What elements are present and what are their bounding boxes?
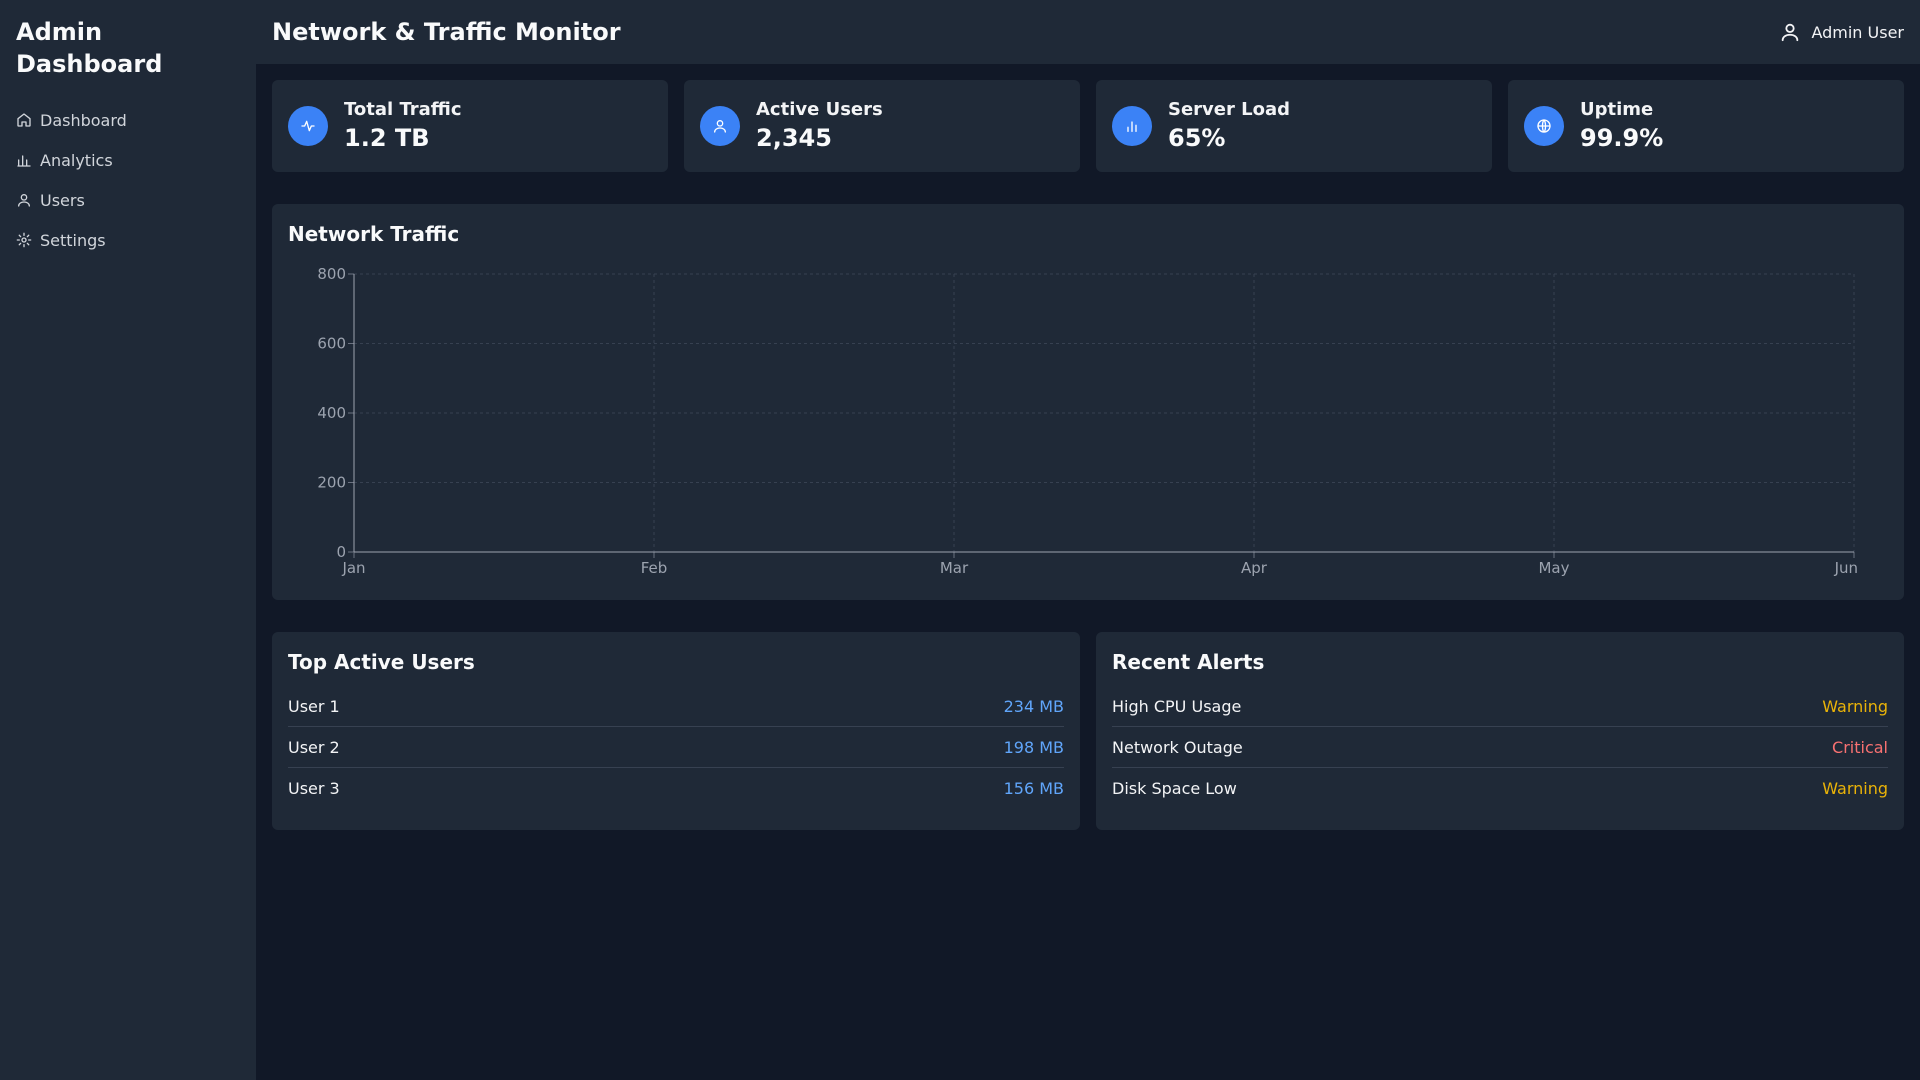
- gear-icon: [16, 232, 32, 248]
- user-icon: [18, 194, 30, 207]
- y-tick-label: 200: [317, 474, 346, 492]
- top-users-title: Top Active Users: [288, 650, 475, 674]
- list-item: User 2 198 MB: [288, 727, 1064, 768]
- sidebar-item-label: Settings: [40, 230, 106, 250]
- x-tick-label: Mar: [940, 559, 969, 577]
- list-item: Network Outage Critical: [1112, 727, 1888, 768]
- sidebar-item-users[interactable]: Users: [16, 180, 240, 220]
- activity-icon: [288, 106, 328, 146]
- y-tick-label: 400: [317, 404, 346, 422]
- sidebar-item-label: Users: [40, 190, 85, 210]
- sidebar-item-dashboard[interactable]: Dashboard: [16, 100, 240, 140]
- bar-chart-icon: [1112, 106, 1152, 146]
- list-item: Disk Space Low Warning: [1112, 768, 1888, 809]
- alert-level: Warning: [1822, 779, 1888, 798]
- stat-label: Total Traffic: [344, 99, 462, 120]
- user-name: User 3: [288, 779, 340, 798]
- user-name: Admin User: [1811, 22, 1904, 42]
- x-tick-label: Jun: [1834, 559, 1858, 577]
- user-name: User 1: [288, 696, 340, 716]
- user-icon: [700, 106, 740, 146]
- globe-icon: [1524, 106, 1564, 146]
- stat-value: 1.2 TB: [344, 124, 430, 152]
- list-item: User 3 156 MB: [288, 768, 1064, 809]
- y-tick-label: 600: [317, 335, 346, 353]
- alert-level: Warning: [1822, 696, 1888, 716]
- sidebar: Admin Dashboard Dashboard Analytics User…: [0, 0, 256, 1080]
- usage-value: 198 MB: [1003, 737, 1064, 757]
- top-bar: Network & Traffic Monitor Admin User: [256, 0, 1920, 64]
- stat-card-uptime: Uptime 99.9%: [1508, 80, 1904, 172]
- stat-label: Uptime: [1580, 99, 1654, 120]
- sidebar-item-analytics[interactable]: Analytics: [16, 140, 240, 180]
- stat-value: 65%: [1168, 124, 1226, 152]
- top-users-list: User 1 234 MB User 2 198 MB User 3 156 M…: [288, 686, 1064, 809]
- top-users-card: Top Active Users User 1 234 MB User 2 19…: [272, 632, 1080, 830]
- user-name: User 2: [288, 737, 340, 757]
- x-tick-label: Jan: [341, 559, 365, 577]
- usage-value: 234 MB: [1003, 696, 1064, 716]
- stat-card-server-load: Server Load 65%: [1096, 80, 1492, 172]
- stats-row: Total Traffic 1.2 TB Active Users 2,345 …: [272, 80, 1904, 172]
- y-tick-label: 800: [317, 265, 346, 283]
- stat-card-active-users: Active Users 2,345: [684, 80, 1080, 172]
- y-tick-label: 0: [336, 543, 346, 561]
- recent-alerts-card: Recent Alerts High CPU Usage Warning Net…: [1096, 632, 1904, 830]
- home-icon: [17, 113, 31, 127]
- stat-card-total-traffic: Total Traffic 1.2 TB: [272, 80, 668, 172]
- sidebar-item-label: Analytics: [40, 150, 113, 170]
- stat-value: 99.9%: [1580, 124, 1664, 152]
- main-content: Total Traffic 1.2 TB Active Users 2,345 …: [272, 80, 1904, 830]
- sidebar-item-settings[interactable]: Settings: [16, 220, 240, 260]
- list-item: High CPU Usage Warning: [1112, 686, 1888, 727]
- x-tick-label: Apr: [1241, 559, 1268, 577]
- user-menu-button[interactable]: Admin User: [1779, 21, 1904, 43]
- stat-label: Active Users: [756, 99, 883, 120]
- x-tick-label: Feb: [641, 559, 668, 577]
- brand-title: Admin Dashboard: [16, 18, 163, 78]
- bottom-row: Top Active Users User 1 234 MB User 2 19…: [272, 632, 1904, 830]
- list-item: User 1 234 MB: [288, 686, 1064, 727]
- chart-title: Network Traffic: [288, 222, 460, 246]
- alert-name: Disk Space Low: [1112, 779, 1237, 798]
- alert-name: Network Outage: [1112, 737, 1243, 757]
- page-title: Network & Traffic Monitor: [272, 18, 621, 46]
- sidebar-item-label: Dashboard: [40, 110, 127, 130]
- stat-value: 2,345: [756, 124, 832, 152]
- alerts-list: High CPU Usage Warning Network Outage Cr…: [1112, 686, 1888, 809]
- alert-level: Critical: [1832, 737, 1888, 757]
- alert-name: High CPU Usage: [1112, 696, 1242, 716]
- usage-value: 156 MB: [1003, 779, 1064, 798]
- x-tick-label: May: [1538, 559, 1569, 577]
- network-traffic-card: Network Traffic 0 200 400 600 800 Jan Feb Mar Ap…: [272, 204, 1904, 600]
- stat-label: Server Load: [1168, 99, 1291, 120]
- alerts-title: Recent Alerts: [1112, 650, 1265, 674]
- network-traffic-chart: 0 200 400 600 800 Jan Feb Mar Apr May Jun: [317, 265, 1858, 577]
- user-icon: [1782, 23, 1799, 42]
- bar-chart-icon: [17, 155, 31, 167]
